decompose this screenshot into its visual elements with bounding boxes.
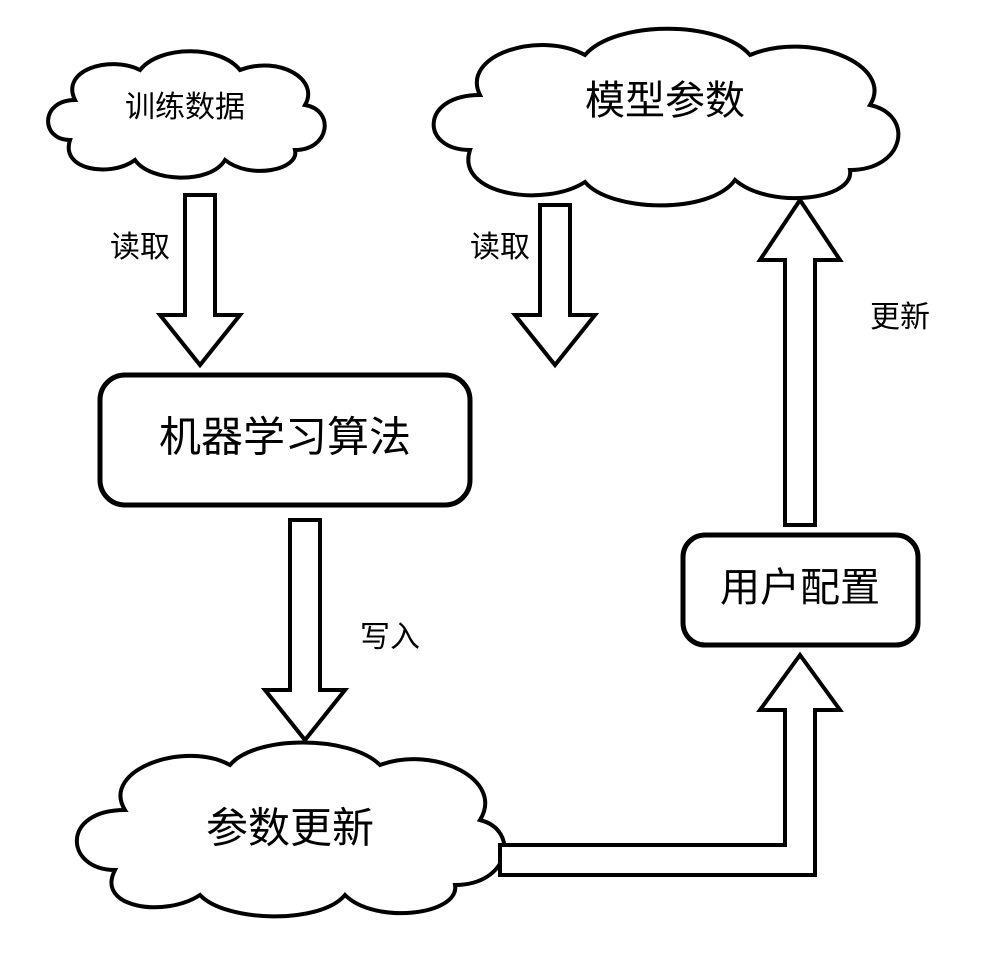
arrow-read-left-label: 读取 (110, 231, 170, 264)
node-user-config: 用户配置 (683, 535, 918, 645)
param-update-label: 参数更新 (206, 806, 374, 853)
node-ml-algorithm: 机器学习算法 (100, 375, 470, 505)
arrow-update: 更新 (760, 200, 930, 525)
model-params-label: 模型参数 (585, 78, 745, 123)
flowchart-canvas: 训练数据 模型参数 机器学习算法 用户配置 参数更新 读取 读取 更新 写入 (0, 0, 1000, 969)
arrow-write: 写入 (265, 520, 420, 740)
user-config-label: 用户配置 (720, 565, 880, 610)
node-param-update: 参数更新 (77, 743, 504, 917)
ml-algorithm-label: 机器学习算法 (159, 415, 411, 462)
arrow-read-middle-label: 读取 (470, 231, 530, 264)
training-data-label: 训练数据 (125, 91, 245, 124)
arrow-param-to-userconfig (500, 655, 840, 875)
node-model-params: 模型参数 (434, 29, 899, 206)
arrow-write-label: 写入 (360, 621, 420, 654)
arrow-read-left: 读取 (110, 195, 240, 365)
arrow-read-middle: 读取 (470, 205, 595, 365)
node-training-data: 训练数据 (48, 51, 325, 177)
arrow-update-label: 更新 (870, 301, 930, 334)
